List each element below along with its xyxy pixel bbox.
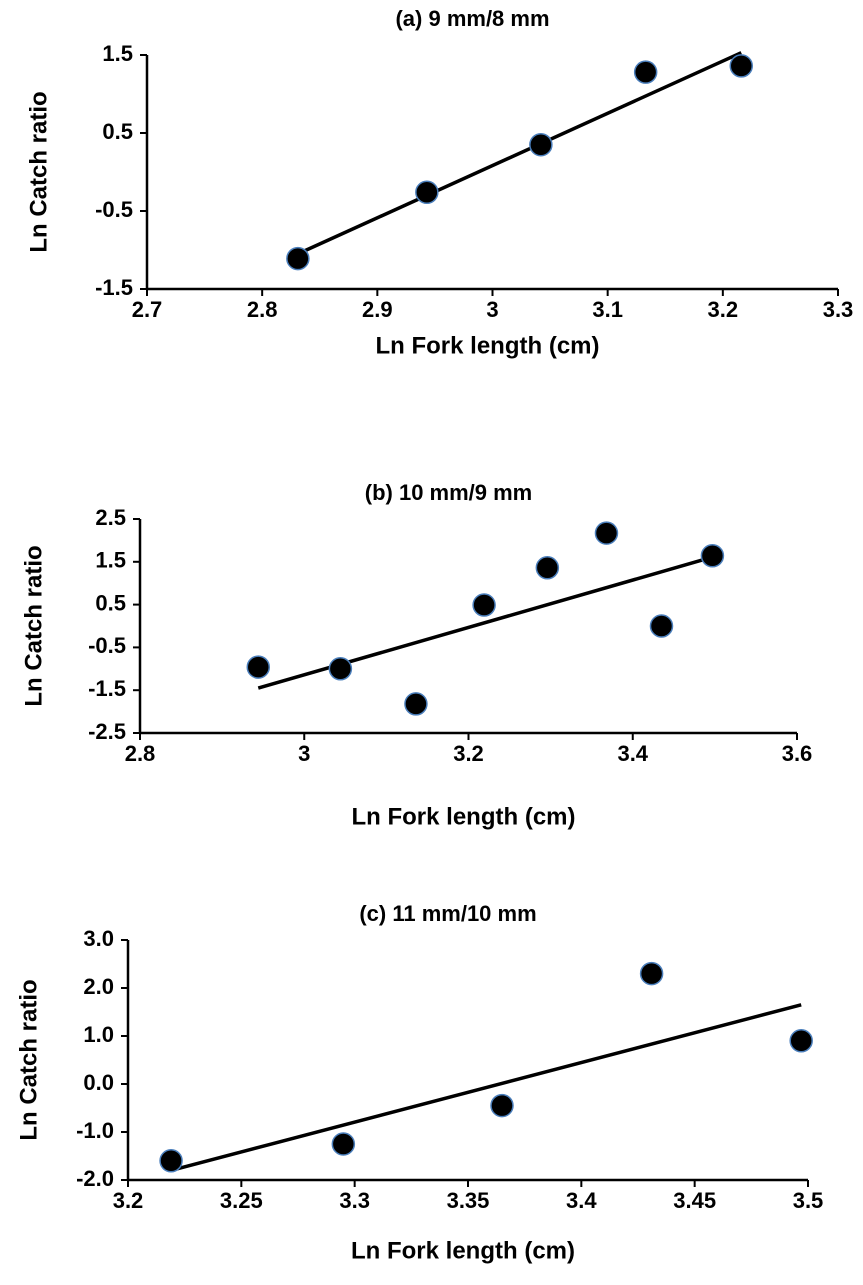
x-tick-label: 3.35 bbox=[447, 1188, 490, 1213]
y-tick-label: -2.0 bbox=[76, 1166, 114, 1191]
point bbox=[633, 60, 658, 84]
trend-line bbox=[170, 1003, 802, 1173]
x-tick-label: 2.8 bbox=[247, 297, 278, 322]
y-tick-label: -1.5 bbox=[95, 275, 133, 300]
y-tick-label: 0.5 bbox=[95, 590, 126, 615]
x-tick-label: 3.4 bbox=[566, 1188, 597, 1213]
y-tick-label: 1.5 bbox=[95, 548, 126, 573]
y-tick-label: -1.5 bbox=[88, 676, 126, 701]
point bbox=[415, 180, 439, 205]
point bbox=[472, 593, 496, 617]
x-tick-label: 3.25 bbox=[220, 1188, 263, 1213]
x-axis-title: Ln Fork length (cm) bbox=[376, 332, 600, 359]
y-tick-label: 1.0 bbox=[83, 1022, 114, 1047]
y-axis-title: Ln Catch ratio bbox=[15, 979, 42, 1140]
x-tick-label: 3.1 bbox=[592, 297, 623, 322]
x-axis-title: Ln Fork length (cm) bbox=[351, 1237, 575, 1264]
point bbox=[331, 1132, 356, 1156]
point bbox=[529, 132, 553, 157]
x-tick-label: 3.3 bbox=[339, 1188, 370, 1213]
y-tick-label: 2.0 bbox=[83, 974, 114, 999]
point bbox=[729, 54, 754, 78]
point bbox=[404, 692, 428, 716]
chart-title: (c) 11 mm/10 mm bbox=[359, 901, 536, 926]
x-tick-label: 3.2 bbox=[453, 741, 484, 766]
point bbox=[535, 556, 560, 580]
chart-title: (a) 9 mm/8 mm bbox=[395, 6, 549, 31]
y-tick-label: 1.5 bbox=[102, 41, 133, 66]
point bbox=[649, 614, 674, 638]
x-axis-title: Ln Fork length (cm) bbox=[352, 803, 576, 830]
y-tick-label: -0.5 bbox=[95, 197, 133, 222]
point bbox=[700, 544, 725, 568]
y-tick-label: -0.5 bbox=[88, 633, 126, 658]
point bbox=[286, 246, 310, 271]
point bbox=[159, 1149, 183, 1173]
point bbox=[246, 655, 271, 679]
x-tick-label: 3 bbox=[486, 297, 498, 322]
y-tick-label: 0.5 bbox=[102, 119, 133, 144]
y-axis-title: Ln Catch ratio bbox=[20, 545, 47, 706]
x-tick-label: 2.9 bbox=[362, 297, 393, 322]
x-tick-label: 2.8 bbox=[125, 741, 156, 766]
x-tick-label: 2.7 bbox=[132, 297, 163, 322]
x-tick-label: 3.2 bbox=[113, 1188, 144, 1213]
x-tick-label: 3.45 bbox=[673, 1188, 716, 1213]
point bbox=[594, 521, 619, 545]
point bbox=[639, 961, 664, 986]
point bbox=[328, 657, 353, 681]
x-tick-label: 3.5 bbox=[793, 1188, 824, 1213]
point bbox=[789, 1029, 813, 1053]
point bbox=[490, 1093, 514, 1118]
y-tick-label: -1.0 bbox=[76, 1118, 114, 1143]
y-axis-title: Ln Catch ratio bbox=[25, 91, 52, 252]
x-tick-label: 3.6 bbox=[782, 741, 813, 766]
y-tick-label: 0.0 bbox=[83, 1070, 114, 1095]
x-tick-label: 3.3 bbox=[823, 297, 854, 322]
y-tick-label: -2.5 bbox=[88, 719, 126, 744]
x-tick-label: 3 bbox=[298, 741, 310, 766]
x-tick-label: 3.4 bbox=[617, 741, 648, 766]
trend-line bbox=[297, 51, 742, 256]
trend-line bbox=[257, 555, 713, 690]
x-tick-label: 3.2 bbox=[708, 297, 739, 322]
y-tick-label: 3.0 bbox=[83, 926, 114, 951]
chart-title: (b) 10 mm/9 mm bbox=[365, 480, 533, 505]
y-tick-label: 2.5 bbox=[95, 505, 126, 530]
